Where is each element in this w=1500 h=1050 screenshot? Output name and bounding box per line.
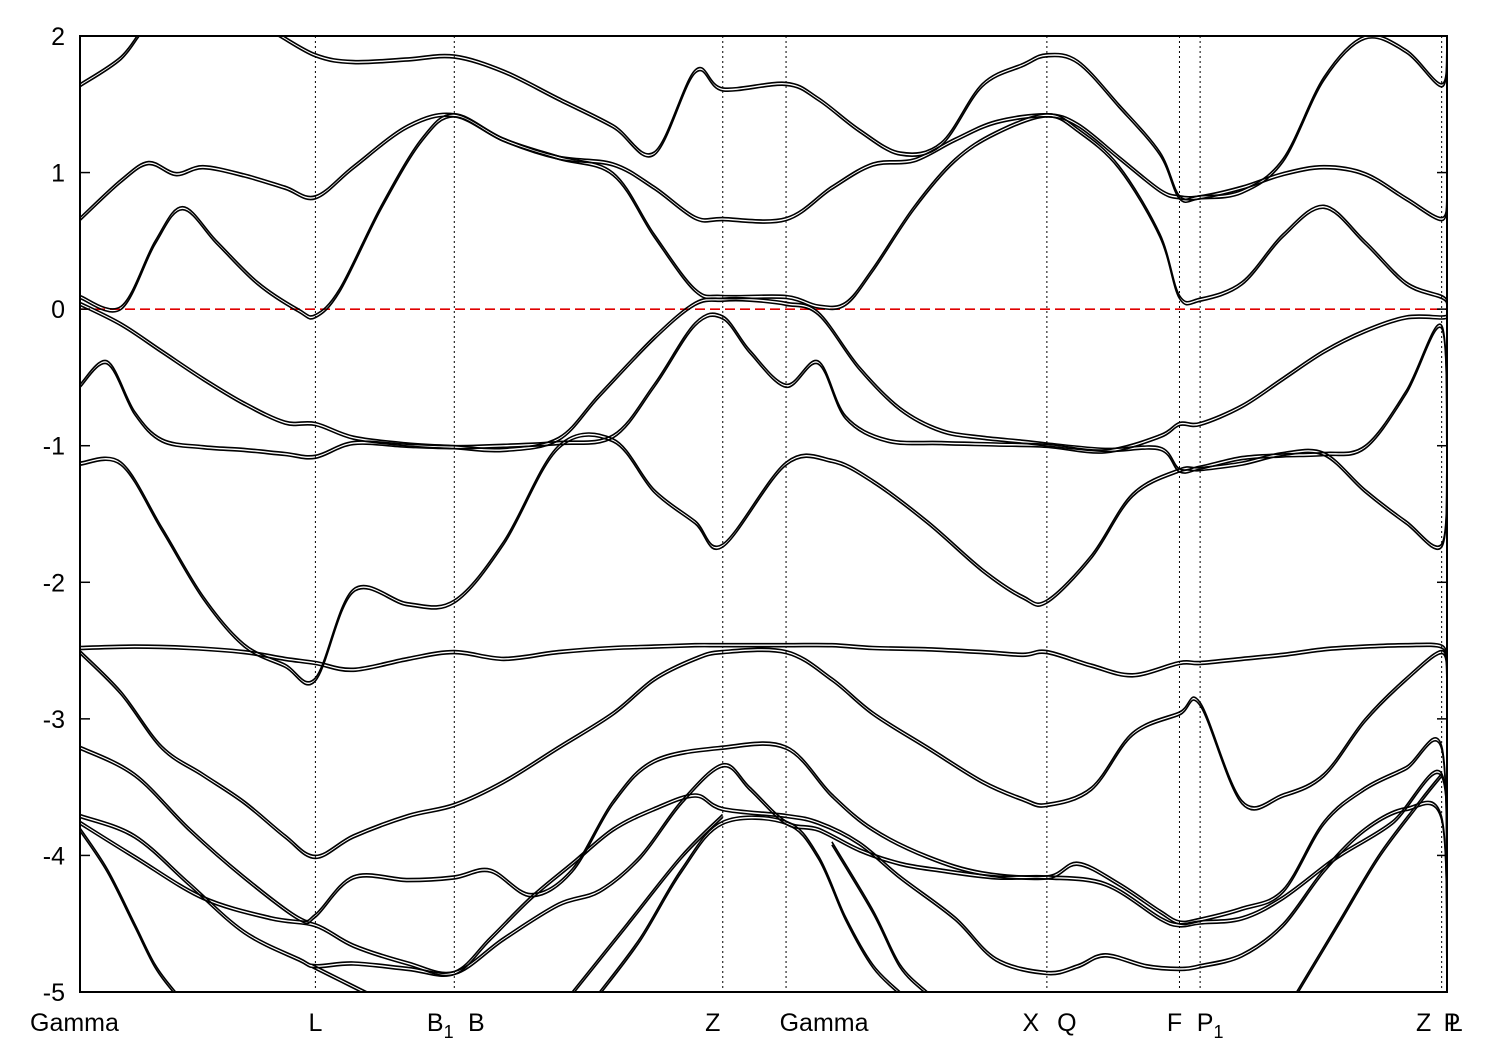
x-tick-label-10: Z bbox=[1416, 1009, 1431, 1037]
band-5-split bbox=[80, 435, 1447, 686]
y-tick-label: 0 bbox=[51, 296, 65, 324]
band-11-split bbox=[80, 766, 1447, 977]
y-tick-label: -2 bbox=[43, 569, 65, 597]
bands bbox=[80, 36, 1447, 992]
band-0 bbox=[80, 36, 1447, 201]
band-7-split bbox=[80, 650, 1447, 860]
x-tick-label-4: Z bbox=[705, 1009, 720, 1037]
band-0-split bbox=[80, 36, 1447, 204]
band-10 bbox=[80, 827, 177, 992]
y-tick-label: -4 bbox=[43, 842, 65, 870]
x-tick-label-8: F bbox=[1167, 1009, 1182, 1037]
band-6 bbox=[80, 642, 1447, 675]
x-tick-label-3: B bbox=[468, 1009, 485, 1037]
x-tick-label-5: Gamma bbox=[780, 1009, 869, 1037]
band-10-split bbox=[80, 830, 175, 992]
band-9-split bbox=[80, 796, 1447, 977]
x-tick-label-7: Q bbox=[1057, 1009, 1076, 1037]
x-tick-label-1: L bbox=[308, 1009, 322, 1037]
band-13 bbox=[571, 813, 724, 992]
x-tick-label-11: L bbox=[1449, 1009, 1463, 1037]
x-axis-ticks: Gamma L B1 B Z Gamma X Q F P1 Z LP bbox=[30, 1009, 1463, 1042]
y-tick-label: 1 bbox=[51, 160, 65, 188]
band-4 bbox=[80, 296, 1447, 471]
x-tick-label-2: B1 bbox=[427, 1009, 454, 1042]
y-tick-label: -3 bbox=[43, 706, 65, 734]
band-2 bbox=[80, 112, 1447, 317]
x-tick-label-9: P1 bbox=[1197, 1009, 1224, 1042]
band-8-split bbox=[80, 740, 1447, 926]
y-tick-label: -1 bbox=[43, 433, 65, 461]
y-tick-label: 2 bbox=[51, 23, 65, 51]
kpoint-separators bbox=[314, 36, 1443, 992]
band-14-split bbox=[831, 844, 926, 992]
x-tick-label-6: X bbox=[1023, 1009, 1040, 1037]
y-axis-ticks: 2 1 0 -1 -2 -3 -4 -5 bbox=[43, 23, 1447, 1007]
x-tick-label-12: P bbox=[1444, 1009, 1461, 1037]
band-15-split bbox=[1297, 775, 1443, 992]
band-12-split bbox=[600, 818, 899, 992]
band-16 bbox=[312, 963, 368, 992]
band-14 bbox=[831, 841, 929, 992]
band-13-split bbox=[573, 816, 724, 992]
band-12 bbox=[598, 815, 901, 992]
band-4-split bbox=[80, 299, 1447, 474]
band-11 bbox=[80, 763, 1447, 974]
band-6-split bbox=[80, 645, 1447, 678]
band-2-split bbox=[80, 115, 1447, 320]
plot-frame bbox=[79, 35, 1448, 993]
band-3-split bbox=[80, 315, 1447, 460]
band-3 bbox=[80, 312, 1447, 457]
x-tick-label-0: Gamma bbox=[30, 1009, 119, 1037]
y-tick-label: -5 bbox=[43, 979, 65, 1007]
band-1-split bbox=[80, 115, 1447, 224]
band-8 bbox=[80, 737, 1447, 923]
band-7 bbox=[80, 647, 1447, 857]
band-15 bbox=[1295, 772, 1443, 992]
band-5 bbox=[80, 432, 1447, 683]
band-16-split bbox=[312, 966, 363, 992]
band-9 bbox=[80, 793, 1447, 974]
band-1 bbox=[80, 112, 1447, 221]
